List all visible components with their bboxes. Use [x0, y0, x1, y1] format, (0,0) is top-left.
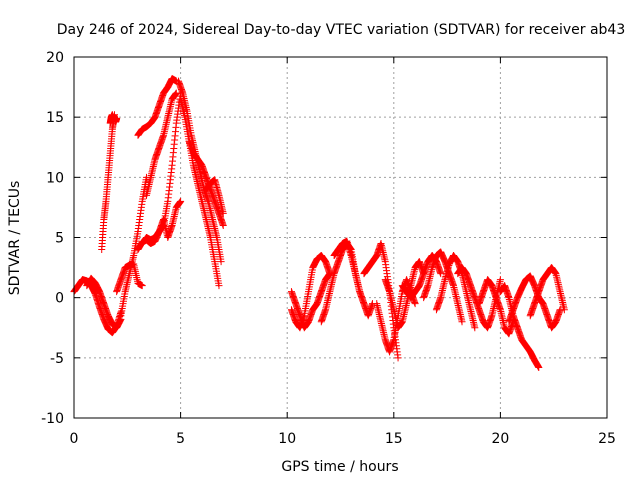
data-segment — [106, 111, 121, 127]
data-segment — [420, 248, 466, 326]
data-segment — [134, 75, 180, 139]
data-point — [471, 324, 479, 332]
series-sdtvar — [70, 75, 568, 371]
data-point — [411, 300, 419, 308]
x-tick-label: 5 — [176, 431, 185, 447]
y-axis: -10 -5 0 5 10 15 20 — [41, 50, 607, 427]
data-point — [560, 306, 568, 314]
data-segment — [185, 137, 227, 229]
data-point — [217, 258, 225, 266]
y-tick-label: 15 — [46, 110, 64, 126]
data-segment — [475, 276, 517, 338]
data-segment — [134, 197, 185, 254]
x-tick-label: 25 — [598, 431, 616, 447]
y-tick-label: 0 — [55, 291, 64, 307]
plot-area — [70, 75, 568, 371]
y-tick-label: -5 — [50, 351, 64, 367]
x-tick-label: 0 — [70, 431, 79, 447]
y-tick-label: 5 — [55, 231, 64, 247]
y-tick-label: 20 — [46, 50, 64, 66]
y-tick-label: 10 — [46, 170, 64, 186]
data-segment — [454, 264, 504, 332]
data-segment — [287, 270, 334, 332]
data-segment — [373, 276, 419, 356]
data-point — [219, 209, 227, 217]
y-tick-label: -10 — [41, 411, 64, 427]
data-segment — [330, 237, 376, 320]
y-axis-label: SDTVAR / TECUs — [7, 181, 23, 296]
data-point — [496, 276, 504, 284]
data-point — [458, 318, 466, 326]
data-point — [215, 282, 223, 290]
x-tick-label: 20 — [491, 431, 509, 447]
data-segment — [526, 264, 568, 320]
data-segment — [381, 258, 428, 332]
data-point — [177, 197, 185, 205]
x-axis-label: GPS time / hours — [281, 459, 398, 475]
data-point — [172, 89, 180, 97]
chart-title: Day 246 of 2024, Sidereal Day-to-day VTE… — [57, 22, 626, 38]
data-segment — [505, 272, 564, 332]
data-segment — [98, 111, 119, 254]
grid-lines — [74, 57, 607, 418]
data-point — [394, 354, 402, 362]
data-point — [219, 221, 227, 229]
x-axis: 0 5 10 15 20 25 — [70, 57, 616, 447]
data-point — [113, 114, 121, 122]
data-segment — [83, 274, 125, 332]
data-segment — [432, 252, 479, 332]
x-tick-label: 15 — [385, 431, 403, 447]
data-segment — [70, 276, 125, 337]
data-segment — [202, 176, 227, 217]
x-tick-label: 10 — [278, 431, 296, 447]
data-point — [535, 363, 543, 371]
data-segment — [142, 89, 180, 199]
data-point — [138, 282, 146, 290]
data-point — [437, 270, 445, 278]
